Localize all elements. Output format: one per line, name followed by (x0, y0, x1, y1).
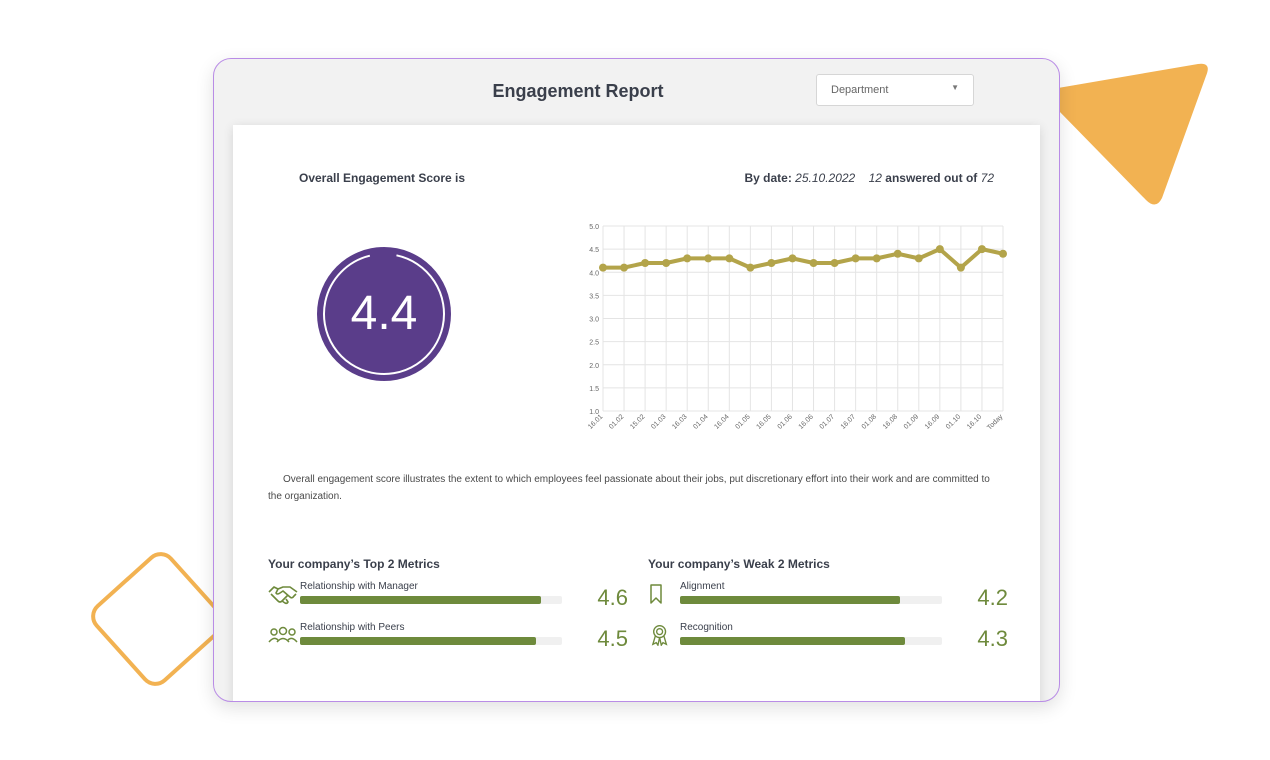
y-tick-label: 2.5 (589, 340, 599, 347)
data-point (767, 259, 776, 267)
handshake-icon (268, 586, 298, 605)
metric-bar-fill (300, 637, 536, 645)
data-point (725, 254, 734, 263)
x-tick-label: 01.06 (777, 413, 794, 430)
data-point (956, 263, 965, 272)
metric-bar (300, 637, 562, 645)
decorative-outline-square (91, 552, 225, 686)
engagement-card: Overall Engagement Score is By date: 25.… (233, 125, 1040, 701)
weak-metrics-title: Your company’s Weak 2 Metrics (648, 557, 830, 571)
data-point (977, 245, 986, 254)
metric-bar-fill (680, 637, 906, 645)
x-tick-label: 01.10 (945, 413, 962, 430)
x-tick-label: 01.09 (903, 413, 920, 430)
chevron-down-icon: ▼ (951, 83, 959, 92)
x-tick-label: 01.04 (692, 413, 709, 430)
x-tick-label: 16.08 (882, 413, 899, 430)
metric-bar (680, 637, 942, 645)
metric-value: 4.6 (597, 585, 628, 610)
engagement-line-chart: 1.0 1.5 2.0 2.5 3.0 3.5 4.0 4.5 5.0 16.01 01.02 15.… (587, 224, 1007, 432)
x-tick-label: 01.08 (861, 413, 878, 430)
metric-label: Relationship with Manager (300, 581, 418, 592)
x-tick-label: 01.03 (650, 413, 667, 430)
data-point (872, 254, 881, 263)
metric-bar-fill (300, 596, 542, 604)
decorative-orange-triangle (1058, 63, 1208, 205)
data-point (704, 254, 713, 263)
metric-relationship-with-manager: Relationship with Manager 4.6 (268, 581, 628, 617)
y-tick-label: 3.0 (589, 317, 599, 324)
data-point (809, 259, 818, 267)
x-tick-label: 15.02 (629, 413, 646, 430)
data-point (935, 245, 944, 254)
x-tick-label: 16.06 (798, 413, 815, 430)
score-title: Overall Engagement Score is (299, 171, 466, 185)
data-point (683, 254, 692, 263)
metric-value: 4.5 (597, 626, 628, 651)
data-point (620, 263, 629, 272)
metric-alignment: Alignment 4.2 (648, 581, 1008, 617)
top-metrics-title: Your company’s Top 2 Metrics (268, 557, 440, 571)
data-point (893, 249, 902, 258)
answered-count: 12 (868, 171, 882, 185)
bookmark-icon (650, 584, 662, 604)
data-point (788, 254, 797, 263)
x-tick-label: 16.10 (966, 413, 983, 430)
x-tick-label: 16.01 (587, 413, 604, 430)
page-title: Engagement Report (492, 81, 664, 101)
x-tick-label: Today (986, 413, 1005, 432)
data-point (999, 249, 1007, 258)
x-tick-label: 16.05 (755, 413, 772, 430)
metric-value: 4.2 (977, 585, 1008, 610)
data-point (662, 259, 671, 267)
data-point (599, 263, 607, 272)
x-tick-label: 01.05 (734, 413, 751, 430)
score-circle: 4.4 (317, 247, 451, 381)
data-point (641, 259, 650, 267)
x-tick-label: 01.07 (819, 413, 836, 430)
metric-recognition: Recognition 4.3 (648, 622, 1008, 658)
x-tick-label: 16.07 (840, 413, 857, 430)
metric-value: 4.3 (977, 626, 1008, 651)
answered-text: answered out of (885, 171, 978, 185)
y-tick-label: 2.0 (589, 363, 599, 370)
metric-bar (300, 596, 562, 604)
metric-label: Alignment (680, 581, 725, 592)
y-tick-label: 3.5 (589, 293, 599, 300)
score-value: 4.4 (350, 287, 418, 340)
score-ring (323, 253, 445, 375)
metric-label: Recognition (680, 622, 733, 633)
metric-bar-fill (680, 596, 901, 604)
metric-label: Relationship with Peers (300, 622, 405, 633)
metric-relationship-with-peers: Relationship with Peers 4.5 (268, 622, 628, 658)
data-point (914, 254, 923, 263)
metric-bar (680, 596, 942, 604)
y-tick-label: 1.5 (589, 386, 599, 393)
report-window: Engagement Report Department ▼ Overall E… (213, 58, 1060, 702)
y-tick-label: 5.0 (589, 224, 599, 231)
score-description: Overall engagement score illustrates the… (268, 474, 990, 502)
x-tick-label: 16.03 (671, 413, 688, 430)
department-select-label: Department (831, 84, 889, 96)
y-tick-label: 1.0 (589, 409, 599, 416)
total-count: 72 (980, 171, 994, 185)
by-date-info: By date: 25.10.2022 12 answered out of 7… (744, 171, 994, 185)
award-icon (651, 625, 668, 646)
data-point (746, 263, 755, 272)
x-tick-label: 16.04 (713, 413, 730, 430)
by-date-label: By date: (744, 171, 792, 185)
y-tick-label: 4.0 (589, 270, 599, 277)
data-point (851, 254, 860, 263)
data-point (830, 259, 839, 267)
x-tick-label: 01.02 (608, 413, 625, 430)
people-icon (268, 626, 298, 643)
department-select[interactable]: Department ▼ (816, 74, 974, 106)
report-date: 25.10.2022 (795, 171, 856, 185)
x-tick-label: 16.09 (924, 413, 941, 430)
y-tick-label: 4.5 (589, 247, 599, 254)
